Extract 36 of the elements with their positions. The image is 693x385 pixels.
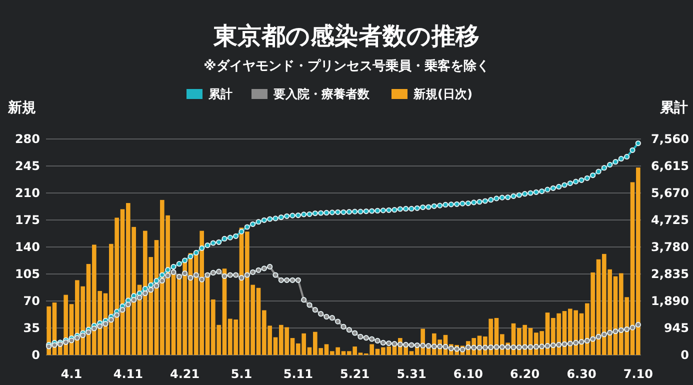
y-tick-label: 35 xyxy=(23,321,40,335)
y2-tick-label: 945 xyxy=(664,321,689,335)
y2-tick-label: 4,725 xyxy=(651,213,689,227)
y-tick-label: 140 xyxy=(14,240,40,254)
chart-subtitle: ※ダイヤモンド・プリンセス号乗員・乗客を除く xyxy=(204,58,490,74)
chart-title: 東京都の感染者数の推移 xyxy=(212,22,480,50)
x-tick-label: 4.1 xyxy=(60,367,82,381)
x-tick-label: 6.20 xyxy=(510,367,540,381)
y2-tick-label: 6,615 xyxy=(651,159,689,173)
y-tick-label: 105 xyxy=(14,267,40,281)
x-tick-label: 4.21 xyxy=(170,367,200,381)
x-tick-label: 6.10 xyxy=(453,367,483,381)
x-tick-label: 5.31 xyxy=(396,367,426,381)
x-tick-label: 5.11 xyxy=(283,367,313,381)
y-tick-label: 245 xyxy=(14,159,40,173)
y2-tick-label: 5,670 xyxy=(651,186,689,200)
y-tick-label: 70 xyxy=(23,294,40,308)
y2-tick-label: 3,780 xyxy=(651,240,689,254)
y-tick-label: 0 xyxy=(32,348,40,362)
x-tick-label: 5.1 xyxy=(230,367,252,381)
y-axis-title: 新規 xyxy=(7,99,36,116)
x-tick-label: 6.30 xyxy=(566,367,596,381)
y2-tick-label: 7,560 xyxy=(651,132,689,146)
legend-label: 要入院・療養者数 xyxy=(272,87,370,101)
y-tick-label: 175 xyxy=(14,213,40,227)
x-tick-label: 5.21 xyxy=(340,367,370,381)
x-tick-label: 4.11 xyxy=(113,367,143,381)
y-tick-label: 210 xyxy=(14,186,40,200)
y2-tick-label: 2,835 xyxy=(651,267,689,281)
x-tick-label: 7.10 xyxy=(623,367,653,381)
y-tick-label: 280 xyxy=(14,132,40,146)
y2-axis-title: 累計 xyxy=(659,100,688,116)
legend-label: 新規(日次) xyxy=(412,87,472,101)
legend-label: 累計 xyxy=(208,87,232,101)
y2-tick-label: 1,890 xyxy=(651,294,689,308)
y2-tick-label: 0 xyxy=(680,348,689,362)
